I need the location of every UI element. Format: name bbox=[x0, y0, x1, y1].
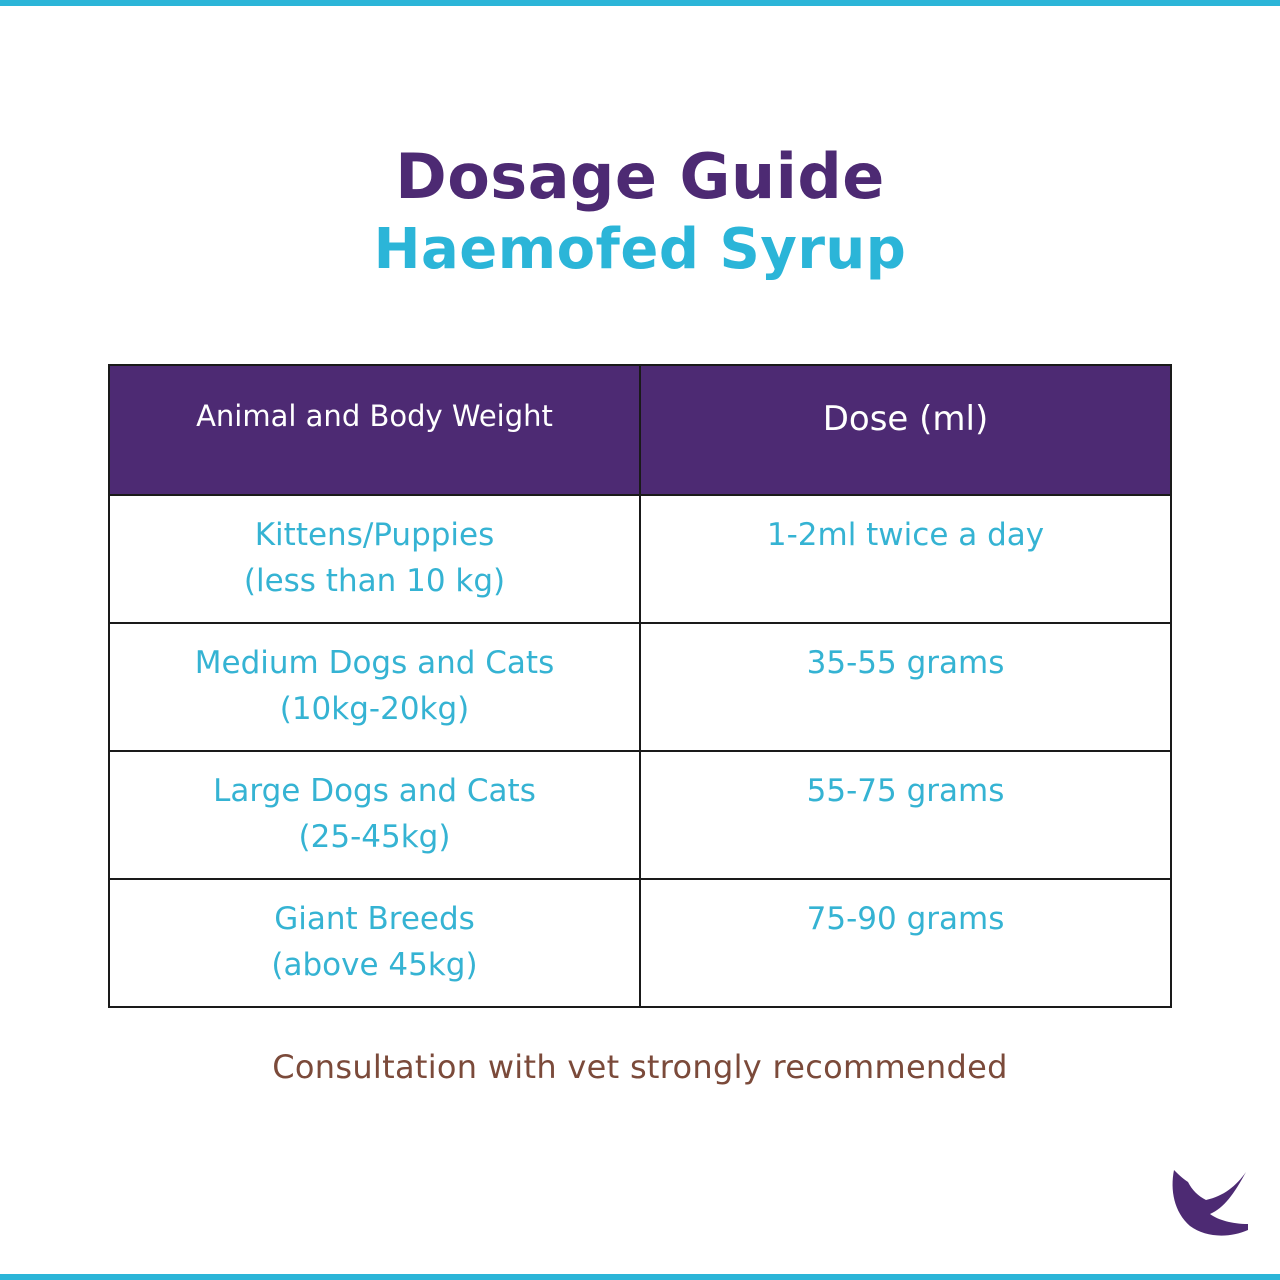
bottom-accent-stripe bbox=[0, 1274, 1280, 1280]
table-row: Giant Breeds (above 45kg) 75-90 grams bbox=[108, 878, 1172, 1008]
product-name: Haemofed Syrup bbox=[373, 217, 907, 282]
column-header-animal: Animal and Body Weight bbox=[108, 364, 641, 496]
animal-cell: Medium Dogs and Cats (10kg-20kg) bbox=[108, 622, 641, 752]
page-title: Dosage Guide bbox=[395, 140, 885, 213]
table-header-row: Animal and Body Weight Dose (ml) bbox=[108, 364, 1172, 496]
dose-value: 55-75 grams bbox=[806, 773, 1005, 809]
animal-cell: Giant Breeds (above 45kg) bbox=[108, 878, 641, 1008]
body-weight: (10kg-20kg) bbox=[279, 691, 470, 727]
dose-cell: 55-75 grams bbox=[639, 750, 1172, 880]
table-row: Large Dogs and Cats (25-45kg) 55-75 gram… bbox=[108, 750, 1172, 880]
table-row: Medium Dogs and Cats (10kg-20kg) 35-55 g… bbox=[108, 622, 1172, 752]
column-header-dose-label: Dose (ml) bbox=[822, 399, 989, 439]
dosage-table: Animal and Body Weight Dose (ml) Kittens… bbox=[108, 364, 1172, 1008]
body-weight: (above 45kg) bbox=[271, 947, 478, 983]
logo-shape bbox=[1172, 1170, 1248, 1236]
vet-consultation-note: Consultation with vet strongly recommend… bbox=[272, 1048, 1008, 1086]
animal-cell: Kittens/Puppies (less than 10 kg) bbox=[108, 494, 641, 624]
dose-value: 75-90 grams bbox=[806, 901, 1005, 937]
animal-type: Giant Breeds bbox=[274, 901, 475, 937]
body-weight: (25-45kg) bbox=[298, 819, 451, 855]
dose-value: 35-55 grams bbox=[806, 645, 1005, 681]
animal-type: Kittens/Puppies bbox=[254, 517, 495, 553]
column-header-animal-label: Animal and Body Weight bbox=[196, 399, 553, 433]
column-header-dose: Dose (ml) bbox=[639, 364, 1172, 496]
table-row: Kittens/Puppies (less than 10 kg) 1-2ml … bbox=[108, 494, 1172, 624]
dose-cell: 75-90 grams bbox=[639, 878, 1172, 1008]
dose-cell: 1-2ml twice a day bbox=[639, 494, 1172, 624]
dose-cell: 35-55 grams bbox=[639, 622, 1172, 752]
top-accent-stripe bbox=[0, 0, 1280, 6]
animal-type: Large Dogs and Cats bbox=[213, 773, 536, 809]
dose-value: 1-2ml twice a day bbox=[766, 517, 1045, 553]
animal-cell: Large Dogs and Cats (25-45kg) bbox=[108, 750, 641, 880]
animal-type: Medium Dogs and Cats bbox=[194, 645, 555, 681]
brand-logo-icon bbox=[1172, 1170, 1248, 1236]
body-weight: (less than 10 kg) bbox=[243, 563, 506, 599]
